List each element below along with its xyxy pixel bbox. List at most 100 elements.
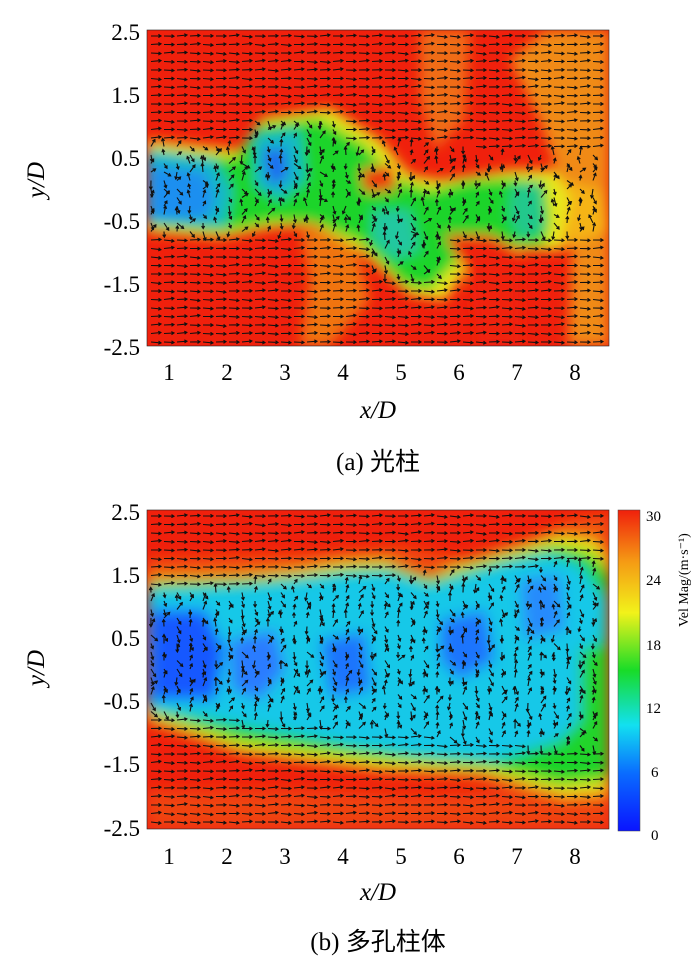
velocity-vector [254,786,266,791]
velocity-vector [423,760,436,765]
velocity-vector [397,51,409,56]
x-tick: 5 [395,844,407,869]
velocity-vector [423,305,435,310]
velocity-vector [514,331,527,336]
velocity-vector [408,677,413,687]
velocity-vector [436,617,444,626]
velocity-vector [254,43,266,48]
velocity-vector [579,669,585,678]
velocity-vector [475,751,488,756]
velocity-vector [592,803,605,808]
velocity-vector [475,575,482,581]
velocity-vector [422,241,427,249]
velocity-vector [436,231,441,241]
velocity-vector [293,231,298,238]
velocity-vector [397,522,410,527]
velocity-vector [371,539,384,544]
velocity-vector [449,530,462,535]
velocity-vector [241,531,254,536]
velocity-vector [410,280,423,285]
velocity-vector [267,548,280,553]
velocity-vector [540,110,553,115]
velocity-vector [566,237,579,242]
velocity-vector [306,819,319,824]
velocity-vector [461,660,466,670]
velocity-vector [566,735,571,746]
velocity-vector [293,578,298,585]
velocity-vector [475,111,488,116]
velocity-vector [241,272,254,277]
velocity-vector [527,676,532,687]
velocity-vector [332,205,337,215]
velocity-vector [397,296,410,301]
velocity-vector [513,668,518,678]
velocity-vector [189,231,195,238]
velocity-vector [358,110,371,115]
velocity-vector [396,711,401,720]
velocity-vector [592,50,604,55]
velocity-vector [475,33,488,38]
velocity-vector [281,263,293,268]
velocity-vector [357,602,362,610]
velocity-vector [592,33,605,38]
velocity-vector [592,238,605,243]
velocity-vector [488,50,501,55]
velocity-vector [410,702,416,712]
velocity-vector [293,192,300,198]
velocity-vector [462,198,467,207]
velocity-vector [306,172,311,181]
velocity-vector [228,697,236,704]
velocity-vector [176,84,189,89]
velocity-vector [267,272,279,277]
velocity-vector [150,330,162,335]
velocity-vector [358,786,371,791]
velocity-vector [359,280,371,285]
velocity-vector [371,688,377,695]
velocity-vector [566,760,579,765]
velocity-vector [241,794,254,799]
velocity-vector [319,180,324,188]
velocity-vector [423,802,436,807]
velocity-vector [514,254,527,259]
velocity-vector [566,768,579,773]
velocity-vector [501,785,514,790]
velocity-vector [449,522,462,527]
velocity-vector [228,751,241,756]
velocity-vector [150,618,156,627]
velocity-vector [176,42,189,47]
velocity-vector [449,118,462,123]
velocity-vector [423,735,435,740]
velocity-vector [398,513,410,518]
velocity-vector [579,714,584,721]
velocity-vector [488,538,500,543]
velocity-vector [382,273,387,283]
velocity-vector [228,85,241,90]
velocity-vector [202,523,215,527]
velocity-vector [371,279,384,284]
velocity-vector [228,174,235,181]
velocity-vector [410,680,415,687]
velocity-vector [345,620,351,627]
velocity-vector [514,785,527,790]
velocity-vector [227,139,232,147]
velocity-vector [553,331,566,336]
velocity-vector [423,811,436,816]
velocity-vector [449,778,462,783]
velocity-vector [280,734,293,739]
velocity-vector [293,803,306,808]
velocity-vector [436,206,442,215]
velocity-vector [215,743,228,748]
velocity-vector [553,752,566,757]
velocity-vector [566,802,579,807]
velocity-vector [163,687,168,695]
velocity-vector [228,42,241,47]
velocity-vector [423,720,430,729]
velocity-vector [566,659,571,670]
velocity-vector [332,129,337,136]
velocity-vector [593,101,605,106]
velocity-vector [304,626,309,635]
velocity-vector [553,238,566,243]
velocity-vector [579,238,592,243]
velocity-vector [371,794,384,799]
velocity-vector [435,233,440,241]
